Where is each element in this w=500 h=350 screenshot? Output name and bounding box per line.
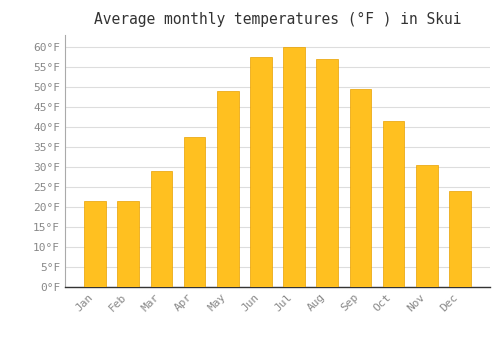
Bar xyxy=(284,47,305,287)
Title: Average monthly temperatures (°F ) in Skui: Average monthly temperatures (°F ) in Sk… xyxy=(94,12,461,27)
Bar xyxy=(350,89,371,287)
Bar xyxy=(118,201,139,287)
Bar xyxy=(150,171,172,287)
Bar xyxy=(383,121,404,287)
Bar xyxy=(316,59,338,287)
Bar xyxy=(184,137,206,287)
Bar xyxy=(449,191,470,287)
Bar xyxy=(416,165,438,287)
Bar xyxy=(84,201,106,287)
Bar xyxy=(217,91,238,287)
Bar xyxy=(250,57,272,287)
